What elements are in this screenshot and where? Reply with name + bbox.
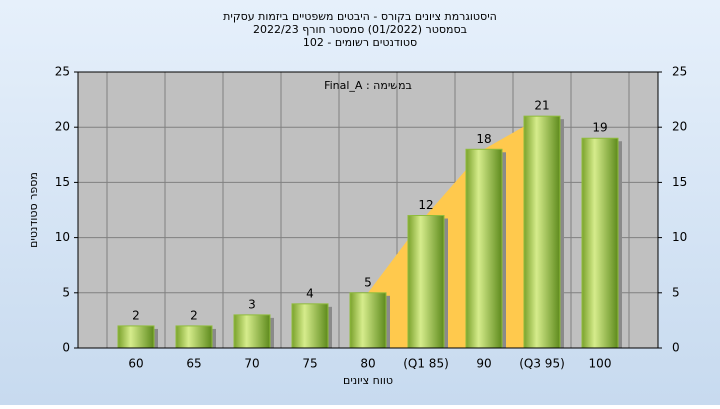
bar — [117, 325, 155, 349]
value-label: 3 — [248, 297, 256, 311]
y-tick-label: 15 — [55, 175, 70, 189]
y2-tick-label: 5 — [672, 285, 680, 299]
y-tick-label: 20 — [55, 120, 70, 134]
bar — [349, 292, 387, 349]
chart-subtitle: 102 - סטודנטים רשומים — [303, 36, 417, 49]
x-tick-label: (Q3 95) — [519, 357, 565, 371]
bar — [291, 303, 329, 349]
y2-tick-label: 25 — [672, 65, 687, 79]
bar — [581, 137, 619, 349]
value-label: 21 — [534, 99, 549, 113]
bar — [233, 314, 271, 349]
value-label: 19 — [592, 121, 607, 135]
y2-tick-label: 10 — [672, 230, 687, 244]
annotation: Final_A : במשימה — [324, 79, 412, 92]
bar — [465, 148, 503, 349]
chart-title: היסטוגרמת ציונים בקורס - היבטים משפטיים … — [223, 10, 497, 23]
y-axis-label: מספר סטודנטים — [27, 172, 40, 248]
x-tick-label: 75 — [302, 357, 317, 371]
bar — [175, 325, 213, 349]
x-tick-label: 80 — [360, 357, 375, 371]
y2-tick-label: 15 — [672, 175, 687, 189]
plot-border — [77, 71, 659, 349]
y-tick-label: 5 — [62, 285, 70, 299]
x-tick-label: (Q1 85) — [403, 357, 449, 371]
x-axis-label: טווח ציונים — [343, 374, 393, 387]
x-tick-label: 100 — [589, 357, 612, 371]
chart-subtitle: בסמסטר (01/2022) סמסטר חורף 2022/23 — [253, 23, 467, 36]
bar — [523, 115, 561, 349]
value-label: 18 — [476, 132, 491, 146]
value-label: 12 — [418, 198, 433, 212]
x-tick-label: 70 — [244, 357, 259, 371]
x-tick-label: 65 — [186, 357, 201, 371]
y2-tick-label: 0 — [672, 341, 680, 355]
y2-tick-label: 20 — [672, 120, 687, 134]
x-tick-label: 60 — [128, 357, 143, 371]
value-label: 2 — [190, 308, 198, 322]
bar — [407, 215, 445, 349]
x-tick-label: 90 — [476, 357, 491, 371]
y-tick-label: 0 — [62, 341, 70, 355]
value-label: 2 — [132, 308, 140, 322]
y-tick-label: 10 — [55, 230, 70, 244]
value-label: 4 — [306, 286, 314, 300]
value-label: 5 — [364, 275, 372, 289]
y-tick-label: 25 — [55, 65, 70, 79]
